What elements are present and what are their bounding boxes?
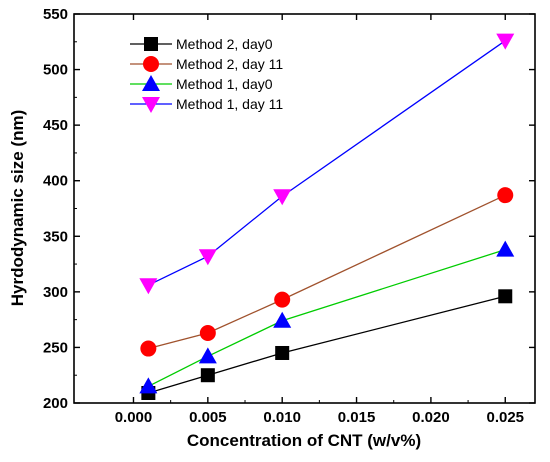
data-point <box>496 240 515 257</box>
x-tick-label: 0.010 <box>263 409 301 426</box>
data-point <box>140 340 157 357</box>
legend-label: Method 2, day0 <box>176 36 273 52</box>
data-point <box>498 289 513 304</box>
legend-label: Method 2, day 11 <box>176 56 283 72</box>
x-tick-label: 0.005 <box>189 409 227 426</box>
x-axis-title: Concentration of CNT (w/v%) <box>187 431 421 450</box>
axis-ticks: 0.000 0.005 0.010 0.015 0.020 0.025 200 250 300 3… <box>43 6 535 426</box>
y-tick-label: 250 <box>43 339 68 356</box>
legend: Method 2, day0 Method 2, day 11 Method 1, … <box>130 36 283 113</box>
data-point <box>198 249 217 266</box>
data-point <box>200 368 215 383</box>
legend-marker <box>143 56 159 72</box>
data-point <box>139 278 158 295</box>
legend-label: Method 1, day0 <box>176 76 273 92</box>
legend-label: Method 1, day 11 <box>176 96 283 112</box>
y-axis-title: Hyrdodynamic size (nm) <box>8 110 27 307</box>
y-tick-label: 550 <box>43 6 68 23</box>
x-tick-label: 0.000 <box>115 409 153 426</box>
data-point <box>273 189 292 206</box>
legend-marker <box>142 75 160 91</box>
y-tick-label: 200 <box>43 395 68 412</box>
series-line <box>148 194 506 350</box>
x-tick-label: 0.025 <box>486 409 524 426</box>
data-point <box>273 311 292 328</box>
legend-marker <box>144 37 158 51</box>
plot-frame <box>73 13 536 404</box>
series-line <box>148 40 506 286</box>
data-point <box>139 377 158 394</box>
data-point <box>274 291 291 308</box>
x-tick-label: 0.015 <box>338 409 376 426</box>
y-tick-label: 400 <box>43 173 68 190</box>
data-point <box>497 187 514 204</box>
data-point <box>496 33 515 50</box>
x-tick-label: 0.020 <box>412 409 450 426</box>
series-line <box>148 249 506 387</box>
legend-marker <box>142 97 160 113</box>
y-tick-label: 500 <box>43 62 68 79</box>
y-tick-label: 450 <box>43 117 68 134</box>
series-layer <box>139 33 515 400</box>
data-point <box>275 345 290 360</box>
data-point <box>198 347 217 364</box>
y-tick-label: 350 <box>43 228 68 245</box>
series-line <box>148 295 506 394</box>
data-point <box>199 324 216 341</box>
y-tick-label: 300 <box>43 284 68 301</box>
